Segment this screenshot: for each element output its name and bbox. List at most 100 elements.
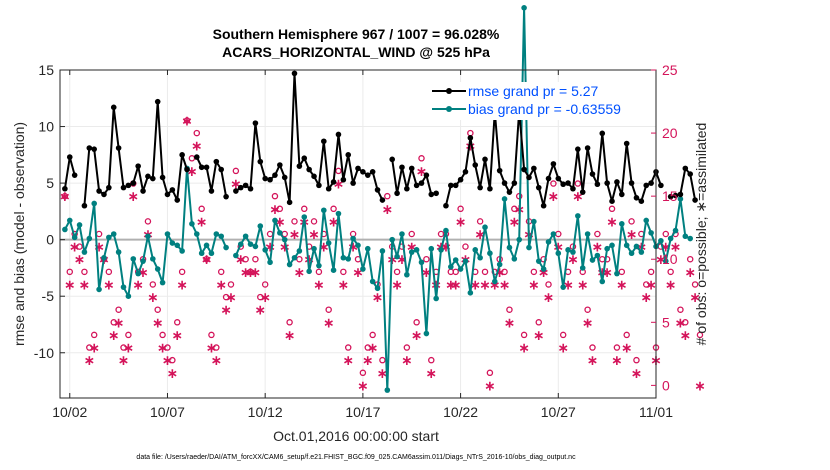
y-axis-right-label: # of obs: o=possible; ∗=assimilated xyxy=(693,123,709,346)
obs-assimilated-marker: ∗ xyxy=(665,277,677,293)
y-axis-left: -10 -5 0 5 10 15 xyxy=(34,62,65,361)
rmse-point xyxy=(340,176,347,183)
bias-point xyxy=(399,231,405,237)
rmse-point xyxy=(91,146,97,152)
rmse-point xyxy=(311,173,317,180)
obs-assimilated-marker: ∗ xyxy=(445,277,457,293)
obs-possible-marker xyxy=(677,306,684,313)
obs-assimilated-marker: ∗ xyxy=(303,252,315,268)
obs-possible-marker xyxy=(613,344,621,351)
y-left-tick-label: 15 xyxy=(38,62,54,78)
bias-point xyxy=(242,233,249,240)
bias-point xyxy=(169,240,176,246)
obs-assimilated-marker: ∗ xyxy=(337,277,349,293)
rmse-point xyxy=(628,180,635,186)
x-axis: 10/02 10/07 10/12 10/17 10/22 10/27 11/01 xyxy=(52,70,673,420)
rmse-point xyxy=(589,171,596,177)
obs-assimilated-marker: ∗ xyxy=(533,328,545,344)
rmse-point xyxy=(570,185,576,192)
obs-possible-marker xyxy=(115,306,122,313)
obs-possible-marker xyxy=(686,255,694,263)
bias-point xyxy=(667,235,674,242)
obs-possible-marker xyxy=(545,281,552,288)
rmse-point xyxy=(531,165,537,172)
rmse-point xyxy=(389,156,395,163)
obs-possible-marker xyxy=(257,293,264,301)
obs-assimilated-marker: ∗ xyxy=(587,353,599,369)
rmse-point xyxy=(272,172,278,178)
bias-point xyxy=(677,196,684,202)
bias-point xyxy=(76,222,83,228)
bias-point xyxy=(345,256,352,262)
rmse-point xyxy=(648,180,654,186)
x-tick-label: 10/17 xyxy=(345,404,380,420)
obs-possible-marker xyxy=(144,218,152,225)
obs-assimilated-marker: ∗ xyxy=(494,265,506,281)
obs-possible-marker xyxy=(559,331,567,339)
obs-assimilated-marker: ∗ xyxy=(684,265,696,281)
bias-point xyxy=(115,249,122,255)
obs-possible-marker xyxy=(603,255,611,263)
obs-possible-marker xyxy=(198,205,205,213)
obs-assimilated-marker: ∗ xyxy=(508,214,520,230)
bias-point xyxy=(662,258,669,264)
bias-point xyxy=(540,266,547,272)
bias-point xyxy=(330,267,337,273)
rmse-point xyxy=(501,180,508,186)
rmse-point xyxy=(81,202,88,209)
rmse-point xyxy=(233,188,239,194)
rmse-point xyxy=(364,172,371,178)
obs-possible-marker xyxy=(428,356,435,364)
rmse-point xyxy=(540,202,547,209)
bias-point xyxy=(457,266,464,272)
obs-assimilated-marker: ∗ xyxy=(210,353,222,369)
bias-point xyxy=(154,266,161,272)
obs-possible-marker xyxy=(183,117,191,124)
obs-assimilated-marker: ∗ xyxy=(689,290,701,306)
obs-possible-marker xyxy=(154,306,161,313)
obs-possible-marker xyxy=(682,319,689,326)
rmse-point xyxy=(374,187,381,193)
bias-point xyxy=(101,254,107,261)
bias-point xyxy=(623,242,630,249)
obs-possible-marker xyxy=(486,369,494,377)
obs-possible-marker xyxy=(667,268,674,276)
obs-possible-marker xyxy=(379,356,386,364)
obs-assimilated-marker: ∗ xyxy=(621,341,633,357)
y-axis-left-label: rmse and bias (model - observation) xyxy=(11,122,27,346)
bias-series-line xyxy=(64,167,228,298)
rmse-point xyxy=(535,184,542,191)
rmse-point xyxy=(125,182,132,189)
rmse-point xyxy=(408,165,415,172)
rmse-point xyxy=(145,173,151,180)
obs-possible-marker xyxy=(359,369,367,377)
obs-possible-marker xyxy=(213,344,220,351)
bias-point xyxy=(467,290,474,296)
chart-title-line1: Southern Hemisphere 967 / 1007 = 96.028% xyxy=(213,26,500,42)
bias-point xyxy=(257,223,264,229)
obs-possible-marker xyxy=(511,205,518,213)
legend-rmse-marker xyxy=(446,88,452,94)
obs-assimilated-marker: ∗ xyxy=(416,164,428,180)
obs-assimilated-marker: ∗ xyxy=(171,328,183,344)
bias-point xyxy=(291,254,298,261)
obs-assimilated-marker: ∗ xyxy=(235,252,247,268)
rmse-point xyxy=(267,176,273,183)
rmse-point xyxy=(560,181,566,188)
bias-point xyxy=(462,258,469,264)
bias-point xyxy=(604,245,610,252)
bias-point xyxy=(452,257,459,263)
obs-assimilated-marker: ∗ xyxy=(655,252,667,268)
obs-possible-marker xyxy=(594,230,601,238)
rmse-point xyxy=(521,166,527,173)
rmse-point xyxy=(179,152,185,158)
bias-point xyxy=(389,236,395,243)
legend-rmse-label: rmse grand pr = 5.27 xyxy=(468,83,599,99)
rmse-point xyxy=(247,185,254,192)
rmse-point xyxy=(306,166,312,173)
data-file-footer: data file: /Users/raeder/DAI/ATM_forcXX/… xyxy=(136,454,576,461)
rmse-point xyxy=(330,179,337,185)
obs-possible-marker xyxy=(550,180,557,187)
obs-possible-marker xyxy=(662,230,670,238)
rmse-point xyxy=(360,168,366,175)
